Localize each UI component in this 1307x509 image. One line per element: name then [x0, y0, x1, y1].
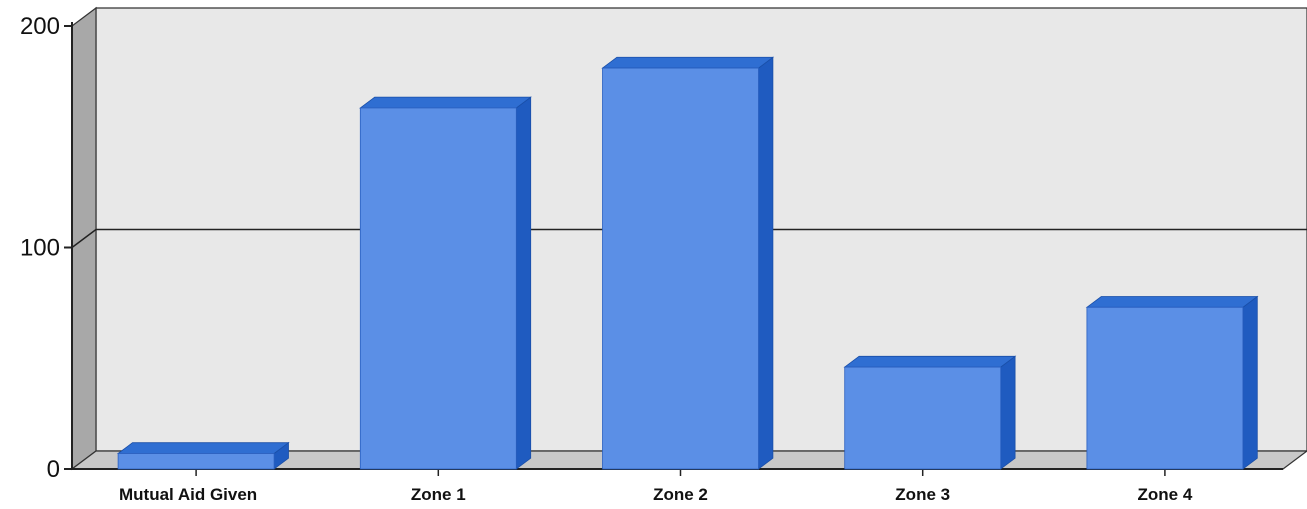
category-labels: Mutual Aid Given Zone 1 Zone 2 Zone 3 Zone 4	[119, 485, 1193, 504]
bar	[601, 56, 775, 470]
x-tick-label: Zone 4	[1138, 485, 1193, 504]
bar-side	[758, 56, 774, 470]
bar-front	[117, 453, 275, 470]
gridline	[71, 228, 1307, 249]
bar-side	[1000, 355, 1016, 470]
x-tick-label: Mutual Aid Given	[119, 485, 257, 504]
bar-top	[116, 442, 290, 454]
bar-top	[601, 56, 775, 69]
bar-front	[359, 107, 517, 470]
bar-front	[1086, 306, 1244, 470]
bar	[843, 355, 1017, 470]
bar-side	[1242, 295, 1258, 470]
x-tick-label: Zone 3	[895, 485, 950, 504]
bar-front	[602, 67, 759, 470]
gridlines	[71, 228, 1307, 249]
bar	[116, 441, 290, 470]
x-tick-label: Zone 2	[653, 485, 708, 504]
bar	[1085, 295, 1259, 470]
bar-front	[844, 366, 1002, 470]
bars	[116, 56, 1259, 470]
y-tick-label: 200	[20, 13, 60, 40]
x-tick-label: Zone 1	[411, 485, 466, 504]
y-tick-label: 0	[47, 456, 60, 483]
bar-top	[1085, 296, 1259, 308]
bar-top	[359, 96, 532, 109]
bar-side	[515, 96, 532, 470]
bar	[359, 96, 532, 470]
bar-top	[843, 355, 1017, 368]
y-tick-label: 100	[20, 235, 60, 262]
